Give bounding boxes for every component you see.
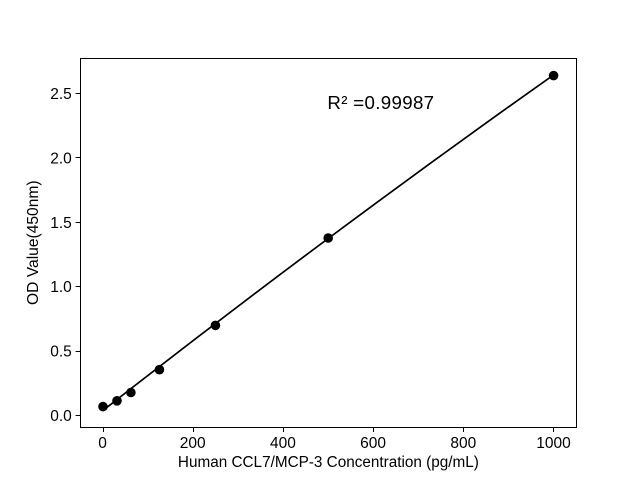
svg-text:2.5: 2.5	[50, 86, 72, 103]
svg-text:1.0: 1.0	[50, 279, 72, 296]
svg-text:200: 200	[180, 435, 206, 452]
svg-text:R² =0.99987: R² =0.99987	[327, 92, 434, 113]
svg-text:0.5: 0.5	[50, 344, 72, 361]
svg-text:800: 800	[450, 435, 476, 452]
svg-text:0: 0	[98, 435, 107, 452]
svg-text:Human CCL7/MCP-3 Concentration: Human CCL7/MCP-3 Concentration (pg/mL)	[178, 454, 479, 471]
svg-text:2.0: 2.0	[50, 150, 72, 167]
svg-text:1.5: 1.5	[50, 215, 72, 232]
svg-text:1000: 1000	[536, 435, 571, 452]
svg-text:600: 600	[360, 435, 386, 452]
svg-text:OD Value(450nm): OD Value(450nm)	[25, 180, 42, 305]
svg-text:0.0: 0.0	[50, 408, 72, 425]
svg-text:400: 400	[270, 435, 296, 452]
